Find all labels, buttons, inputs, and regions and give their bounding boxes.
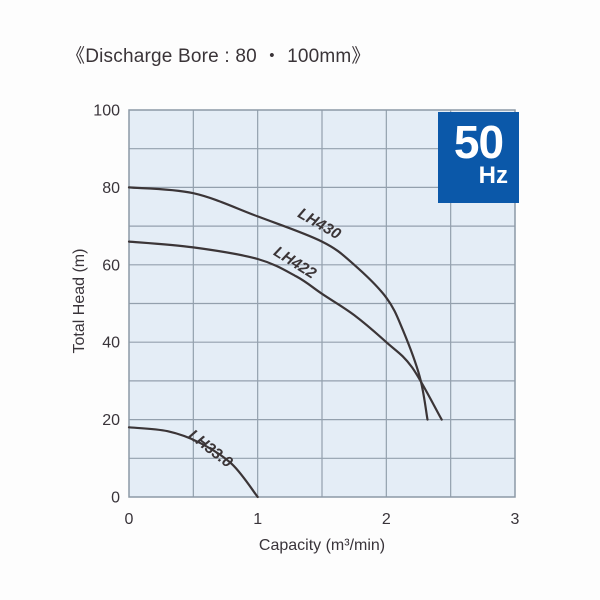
frequency-badge: 50 Hz	[438, 112, 519, 203]
x-axis-title: Capacity (m³/min)	[258, 537, 386, 554]
x-tick-label: 0	[125, 511, 134, 528]
frequency-unit: Hz	[478, 162, 508, 189]
y-tick-label: 20	[102, 412, 120, 429]
curve-LH422	[127, 240, 443, 421]
x-tick-label: 2	[382, 511, 391, 528]
y-tick-label: 100	[93, 103, 120, 120]
y-tick-label: 0	[111, 490, 120, 507]
figure-title: 《Discharge Bore : 80 ・ 100mm》	[66, 46, 371, 67]
y-tick-label: 40	[102, 335, 120, 352]
curve-LH33.0	[127, 426, 259, 499]
x-tick-label: 3	[511, 511, 520, 528]
plot-border	[128, 109, 516, 498]
y-tick-label: 80	[102, 180, 120, 197]
curve-LH430	[127, 186, 429, 421]
frequency-value: 50	[453, 116, 504, 168]
y-tick-label: 60	[102, 257, 120, 274]
x-tick-label: 1	[253, 511, 262, 528]
